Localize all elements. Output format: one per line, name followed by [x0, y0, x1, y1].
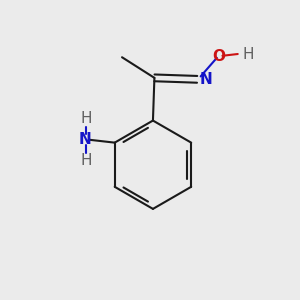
Text: O: O [212, 49, 225, 64]
Text: H: H [80, 111, 92, 126]
Text: N: N [200, 72, 212, 87]
Text: N: N [79, 132, 92, 147]
Text: H: H [80, 153, 92, 168]
Text: H: H [243, 46, 254, 62]
